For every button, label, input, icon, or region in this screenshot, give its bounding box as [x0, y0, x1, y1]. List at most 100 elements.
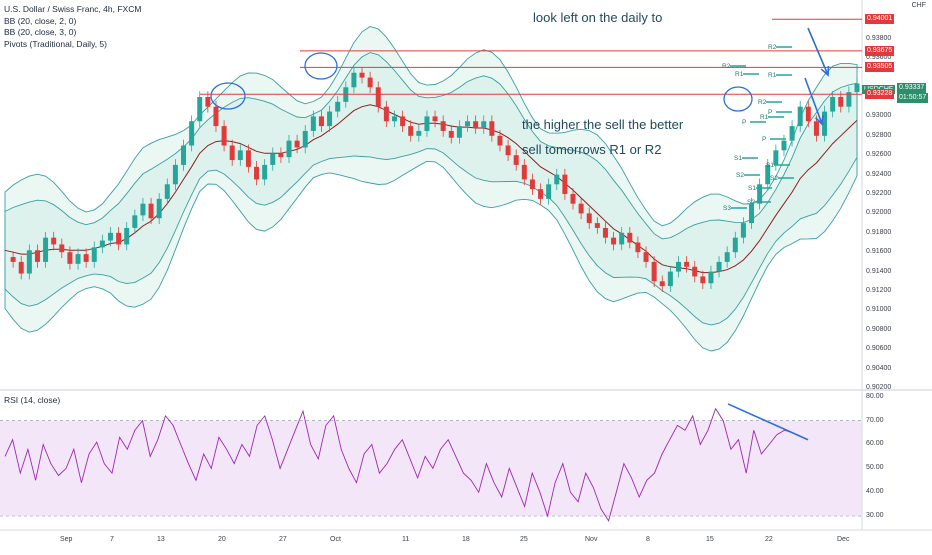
candle-body: [164, 184, 170, 199]
candle-body: [270, 153, 276, 165]
y-tick-label: 0.92800: [866, 131, 892, 139]
candle-body: [789, 126, 795, 141]
candle-body: [408, 126, 414, 136]
rsi-band: [0, 420, 862, 517]
candle-body: [245, 150, 251, 167]
candle-body: [181, 145, 187, 165]
candle-body: [286, 140, 292, 158]
candle-body: [318, 116, 324, 127]
y-tick-label: 0.90400: [866, 364, 892, 372]
rsi-legend: RSI (14, close): [4, 395, 61, 405]
candle-body: [10, 257, 16, 262]
candle-body: [310, 116, 316, 131]
candle-body: [716, 261, 722, 272]
highlight-circle: [723, 86, 753, 112]
pivot-label: P: [742, 119, 746, 126]
candle-body: [383, 106, 389, 122]
legend-bb2: BB (20, close, 3, 0): [4, 27, 77, 37]
x-tick-label: 20: [218, 536, 226, 543]
candle-body: [67, 252, 73, 264]
annotation-sell-tomorrow: sell tomorrows R1 or R2: [522, 142, 662, 157]
y-tick-label: 0.91400: [866, 267, 892, 275]
candle-body: [416, 130, 422, 136]
candle-body: [221, 126, 227, 146]
candle-body: [448, 130, 454, 138]
y-tick-label: 0.90600: [866, 345, 892, 353]
y-tick-label: 0.92400: [866, 170, 892, 178]
candle-body: [627, 232, 633, 243]
x-tick-label: 15: [706, 536, 714, 543]
candle-body: [667, 271, 673, 287]
x-tick-label: 11: [402, 536, 410, 543]
candle-body: [43, 237, 49, 262]
candle-body: [586, 213, 592, 224]
rsi-tick-label: 30.00: [866, 512, 884, 520]
pivot-label: S1: [734, 155, 742, 162]
candle-body: [570, 194, 576, 204]
y-tick-label: 0.91200: [866, 287, 892, 294]
candle-body: [132, 215, 138, 228]
pivot-label: S2: [770, 175, 778, 182]
arrow-head: [820, 65, 830, 77]
candle-body: [708, 271, 714, 284]
candle-body: [602, 227, 608, 238]
candle-body: [781, 140, 787, 151]
candle-body: [237, 150, 243, 161]
candle-body: [732, 237, 738, 253]
candle-body: [213, 106, 219, 127]
candle-body: [254, 166, 260, 180]
candle-body: [838, 97, 844, 107]
candle-body: [172, 164, 178, 185]
candle-body: [34, 250, 40, 262]
candle-body: [611, 237, 617, 245]
candle-body: [805, 106, 811, 122]
candle-body: [59, 244, 65, 253]
candle-body: [554, 174, 560, 185]
legend-bb1: BB (20, close, 2, 0): [4, 15, 77, 26]
candle-body: [91, 247, 97, 262]
candle-body: [546, 184, 552, 199]
y-tick-label: 0.90200: [866, 384, 892, 391]
y-tick-label: 0.92600: [866, 151, 892, 159]
candle-body: [538, 189, 544, 199]
candle-body: [140, 203, 146, 216]
pivot-label: S2: [736, 172, 744, 179]
pivot-label: R2: [758, 99, 767, 106]
candle-body: [497, 135, 503, 146]
x-tick-label: 18: [462, 536, 470, 543]
rsi-tick-label: 80.00: [866, 392, 884, 400]
rsi-line: [4, 407, 793, 522]
candle-body: [229, 145, 235, 161]
candle-body: [424, 116, 430, 131]
candle-body: [740, 223, 746, 238]
level-price-label: 0.93675: [865, 45, 895, 56]
candle-body: [26, 250, 32, 274]
candle-body: [643, 252, 649, 262]
y-tick-label: 0.91800: [866, 228, 892, 236]
y-tick-label: 0.93000: [866, 112, 892, 120]
pivot-label: P: [762, 136, 766, 143]
x-tick-label: Sep: [60, 536, 73, 543]
pivot-label: R2: [722, 63, 731, 70]
candle-body: [156, 198, 162, 219]
candle-body: [830, 97, 836, 112]
pivot-label: S2: [747, 199, 755, 206]
candle-body: [18, 261, 24, 274]
x-tick-label: 25: [520, 536, 528, 543]
candle-body: [797, 106, 803, 127]
candle-body: [659, 281, 665, 287]
annotation-look-left: look left on the daily to: [533, 10, 663, 25]
rsi-tick-label: 70.00: [866, 416, 884, 424]
candle-body: [367, 77, 373, 88]
candle-body: [440, 121, 446, 131]
y-tick-label: 0.91000: [866, 306, 892, 314]
pivot-label: R1: [735, 71, 744, 78]
x-tick-label: Dec: [837, 536, 850, 543]
candle-body: [773, 150, 779, 165]
arrow-shaft: [807, 27, 829, 76]
rsi-tick-label: 40.00: [866, 488, 884, 496]
candle-body: [116, 232, 122, 245]
candle-body: [351, 72, 357, 88]
chart-legend: U.S. Dollar / Swiss Franc, 4h, FXCM BB (…: [4, 4, 141, 50]
